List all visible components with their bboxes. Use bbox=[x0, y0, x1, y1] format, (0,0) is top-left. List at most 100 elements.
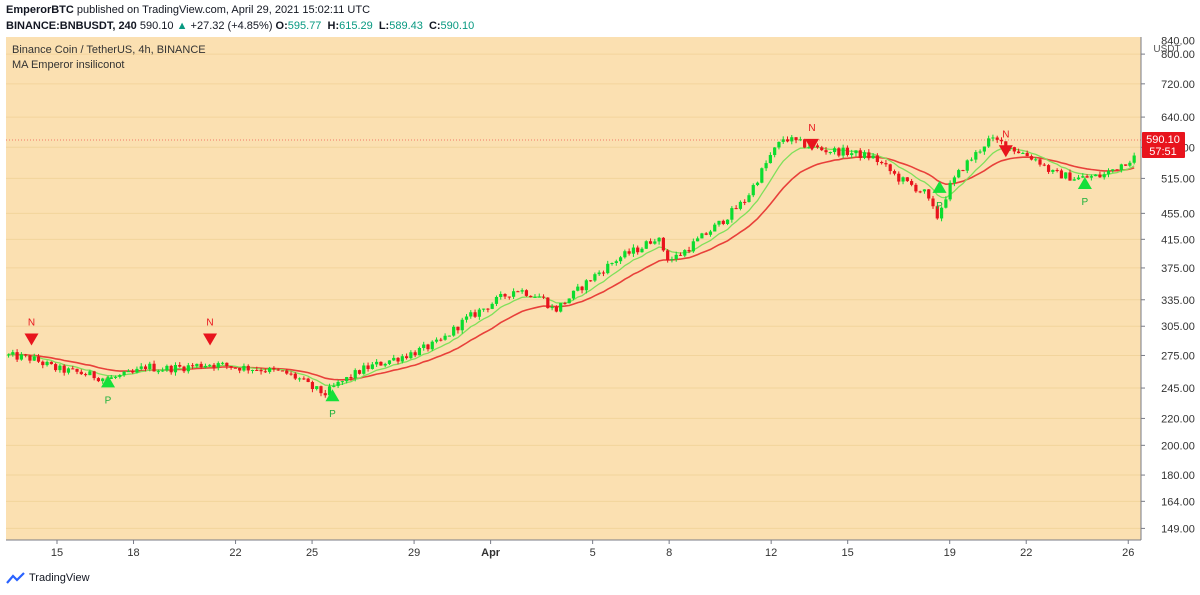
candle-body bbox=[246, 365, 250, 371]
plot-area[interactable] bbox=[6, 37, 1141, 540]
candle-body bbox=[482, 308, 486, 310]
candle-body bbox=[229, 366, 233, 368]
candle-body bbox=[387, 360, 392, 364]
candle-body bbox=[340, 381, 344, 383]
candle-body bbox=[473, 312, 477, 317]
candle-body bbox=[109, 377, 113, 379]
candle-body bbox=[289, 373, 293, 375]
candle-body bbox=[417, 347, 422, 356]
candle-body bbox=[696, 238, 700, 242]
candle-body bbox=[777, 141, 781, 148]
candle-body bbox=[850, 153, 854, 156]
time-tick-label: 25 bbox=[306, 547, 318, 559]
sell-signal-icon bbox=[998, 145, 1013, 158]
candle-body bbox=[571, 290, 576, 299]
last-price: 590.10 bbox=[139, 20, 174, 32]
candle-body bbox=[576, 286, 580, 291]
candle-body bbox=[674, 254, 678, 260]
candle-body bbox=[815, 145, 820, 148]
candle-body bbox=[353, 370, 357, 379]
candle-body bbox=[717, 220, 721, 225]
candle-body bbox=[957, 170, 961, 178]
candle-body bbox=[901, 177, 905, 182]
candle-body bbox=[995, 137, 999, 140]
price-tick-label: 455.00 bbox=[1161, 208, 1195, 220]
candle-body bbox=[952, 177, 957, 183]
sell-signal-label: N bbox=[28, 317, 35, 328]
candle-body bbox=[1017, 151, 1021, 154]
candle-body bbox=[922, 189, 927, 192]
author-name[interactable]: EmperorBTC bbox=[6, 4, 74, 16]
candle-body bbox=[678, 254, 683, 256]
candle-body bbox=[862, 152, 867, 158]
candle-body bbox=[434, 339, 439, 342]
candle-body bbox=[404, 356, 409, 359]
price-ticks: 149.00 164.00 180.00 200.00 220.00 245.00 275.… bbox=[1141, 35, 1195, 535]
candle-body bbox=[892, 171, 897, 174]
candle-body bbox=[92, 371, 96, 379]
candle-body bbox=[96, 378, 101, 382]
candle-body bbox=[71, 368, 75, 370]
time-tick-label: 18 bbox=[127, 547, 139, 559]
candle-body bbox=[541, 296, 546, 298]
candle-body bbox=[220, 362, 225, 364]
buy-signal-label: P bbox=[329, 409, 336, 420]
candle-body bbox=[914, 184, 918, 192]
candle-body bbox=[225, 362, 229, 367]
candle-body bbox=[1081, 176, 1085, 178]
candle-body bbox=[460, 319, 464, 331]
candle-body bbox=[516, 291, 520, 293]
candle-body bbox=[161, 370, 165, 372]
candle-body bbox=[113, 376, 118, 378]
candle-body bbox=[644, 241, 648, 249]
indicator-name[interactable]: MA Emperor insiliconot bbox=[12, 59, 125, 71]
tradingview-logo[interactable]: TradingView bbox=[6, 572, 90, 584]
time-tick-label: 22 bbox=[229, 547, 241, 559]
candle-body bbox=[768, 155, 772, 164]
candle-body bbox=[490, 303, 494, 309]
candle-body bbox=[323, 393, 327, 396]
candle-body bbox=[83, 374, 88, 376]
publish-info: EmperorBTC published on TradingView.com,… bbox=[6, 4, 370, 16]
candle-body bbox=[708, 231, 713, 235]
candle-body bbox=[1076, 177, 1081, 180]
low-value: 589.43 bbox=[389, 20, 423, 32]
candle-body bbox=[464, 316, 469, 320]
candle-body bbox=[392, 357, 396, 361]
candle-body bbox=[396, 357, 400, 362]
candle-body bbox=[379, 361, 383, 366]
buy-signal-label: P bbox=[1082, 197, 1089, 208]
candle-body bbox=[182, 366, 186, 372]
candle-body bbox=[165, 365, 169, 371]
candle-body bbox=[751, 185, 755, 196]
symbol-name: BINANCE:BNBUSDT, 240 bbox=[6, 20, 137, 32]
candle-body bbox=[208, 364, 212, 366]
candle-body bbox=[1094, 174, 1098, 177]
candle-body bbox=[1089, 176, 1093, 178]
candle-body bbox=[41, 361, 45, 366]
price-axis[interactable] bbox=[1141, 37, 1200, 540]
candle-body bbox=[828, 152, 832, 154]
candle-body bbox=[1038, 159, 1042, 165]
candle-body bbox=[905, 177, 909, 182]
candle-body bbox=[657, 237, 661, 242]
candle-body bbox=[293, 373, 297, 379]
candle-body bbox=[807, 147, 811, 149]
candle-body bbox=[452, 326, 456, 336]
buy-signal-icon bbox=[325, 389, 340, 402]
buy-signal-icon bbox=[1077, 176, 1092, 189]
candle-body bbox=[1068, 172, 1072, 181]
candle-body bbox=[1034, 159, 1038, 161]
candle-body bbox=[841, 147, 845, 156]
candle-body bbox=[700, 233, 704, 239]
candle-body bbox=[725, 219, 730, 224]
candle-body bbox=[1064, 172, 1068, 179]
time-tick-label: 5 bbox=[590, 547, 596, 559]
candle-body bbox=[803, 139, 807, 148]
candle-body bbox=[122, 371, 126, 376]
candle-body bbox=[1106, 170, 1111, 175]
candle-body bbox=[704, 233, 708, 235]
candle-body bbox=[854, 150, 858, 154]
